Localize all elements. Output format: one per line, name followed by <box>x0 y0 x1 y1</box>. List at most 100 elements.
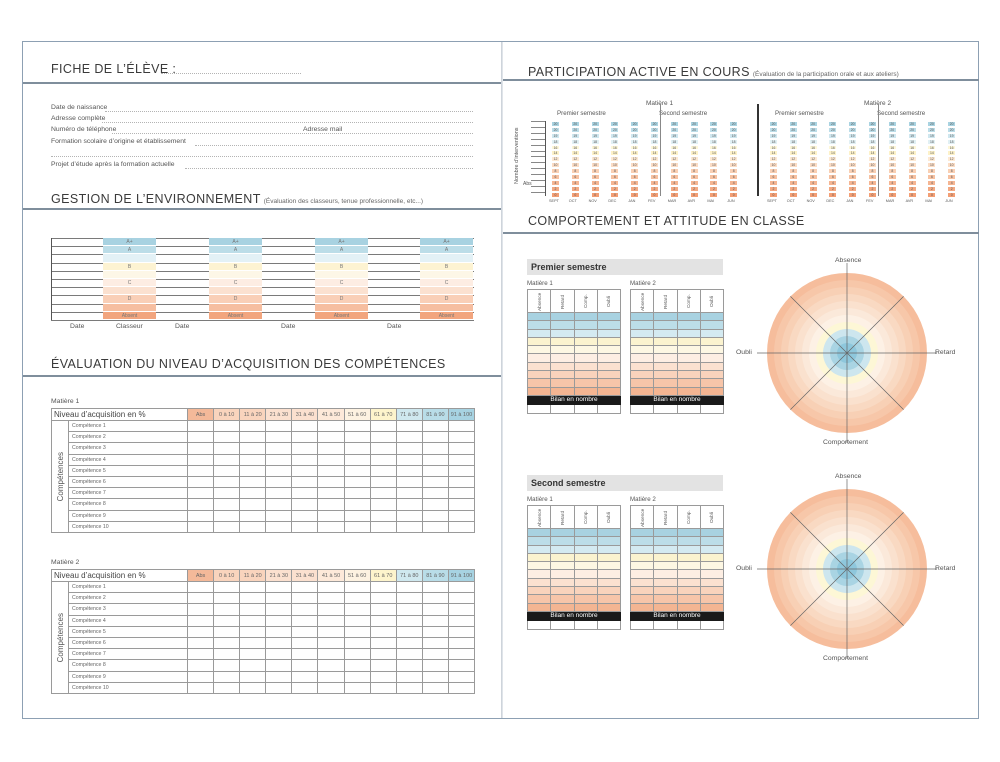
behaviour-cell[interactable] <box>699 361 725 372</box>
bilan-value-cell[interactable] <box>676 619 701 630</box>
behaviour-cell[interactable] <box>526 594 552 604</box>
behaviour-cell[interactable] <box>676 353 701 363</box>
competence-score-cell[interactable] <box>213 442 241 455</box>
competence-score-cell[interactable] <box>421 464 449 477</box>
behaviour-cell[interactable] <box>596 320 622 330</box>
behaviour-cell[interactable] <box>550 328 575 338</box>
competence-score-cell[interactable] <box>421 509 449 522</box>
competence-score-cell[interactable] <box>421 498 449 511</box>
competence-score-cell[interactable] <box>447 442 476 455</box>
behaviour-cell[interactable] <box>629 370 655 380</box>
competence-score-cell[interactable] <box>239 592 267 605</box>
competence-score-cell[interactable] <box>187 659 215 672</box>
competence-score-cell[interactable] <box>187 670 215 683</box>
competence-score-cell[interactable] <box>187 475 215 489</box>
competence-score-cell[interactable] <box>343 487 371 500</box>
participation-month-column[interactable]: 20 20 19 18 16 14 12 10 8 6 4 2 0 <box>551 121 560 198</box>
behaviour-cell[interactable] <box>596 552 622 563</box>
competence-score-cell[interactable] <box>239 431 267 444</box>
competence-score-cell[interactable] <box>187 614 215 627</box>
competence-score-cell[interactable] <box>239 520 267 533</box>
competence-score-cell[interactable] <box>265 509 293 522</box>
behaviour-cell[interactable] <box>573 527 598 538</box>
competence-score-cell[interactable] <box>369 487 397 500</box>
competence-score-cell[interactable] <box>239 670 267 683</box>
competence-score-cell[interactable] <box>395 681 423 694</box>
competence-score-cell[interactable] <box>291 475 319 489</box>
behaviour-cell[interactable] <box>550 336 575 347</box>
behaviour-cell[interactable] <box>629 336 655 347</box>
behaviour-cell[interactable] <box>699 552 725 563</box>
participation-month-column[interactable]: 20 20 19 18 16 14 12 10 8 6 4 2 0 <box>610 121 620 198</box>
competence-score-cell[interactable] <box>239 659 267 672</box>
behaviour-cell[interactable] <box>699 594 725 604</box>
competence-score-cell[interactable] <box>291 592 319 605</box>
competence-score-cell[interactable] <box>239 603 267 616</box>
behaviour-cell[interactable] <box>596 386 622 396</box>
behaviour-cell[interactable] <box>573 353 598 363</box>
behaviour-cell[interactable] <box>676 336 701 347</box>
behaviour-cell[interactable] <box>699 536 725 546</box>
competence-score-cell[interactable] <box>343 670 371 683</box>
behaviour-cell[interactable] <box>653 602 678 612</box>
competence-score-cell[interactable] <box>369 509 397 522</box>
behaviour-cell[interactable] <box>526 536 552 546</box>
behaviour-cell[interactable] <box>526 386 552 396</box>
competence-score-cell[interactable] <box>369 419 397 433</box>
student-field-line[interactable] <box>195 145 473 146</box>
competence-score-cell[interactable] <box>265 464 293 477</box>
competence-score-cell[interactable] <box>291 681 319 694</box>
competence-score-cell[interactable] <box>213 659 241 672</box>
competence-score-cell[interactable] <box>447 453 476 466</box>
competence-score-cell[interactable] <box>395 509 423 522</box>
competence-score-cell[interactable] <box>213 603 241 616</box>
behaviour-cell[interactable] <box>550 353 575 363</box>
competence-score-cell[interactable] <box>421 487 449 500</box>
competence-score-cell[interactable] <box>213 487 241 500</box>
bilan-value-cell[interactable] <box>526 619 552 630</box>
competence-score-cell[interactable] <box>187 636 215 650</box>
competence-score-cell[interactable] <box>369 603 397 616</box>
behaviour-cell[interactable] <box>653 586 678 596</box>
competence-score-cell[interactable] <box>291 670 319 683</box>
competence-score-cell[interactable] <box>187 520 215 533</box>
competence-score-cell[interactable] <box>421 636 449 650</box>
behaviour-cell[interactable] <box>676 594 701 604</box>
competence-score-cell[interactable] <box>343 520 371 533</box>
competence-score-cell[interactable] <box>265 681 293 694</box>
behaviour-cell[interactable] <box>699 328 725 338</box>
competence-score-cell[interactable] <box>395 498 423 511</box>
behaviour-cell[interactable] <box>699 544 725 554</box>
behaviour-cell[interactable] <box>629 386 655 396</box>
competence-score-cell[interactable] <box>239 442 267 455</box>
competence-score-cell[interactable] <box>343 475 371 489</box>
competence-score-cell[interactable] <box>343 442 371 455</box>
behaviour-cell[interactable] <box>653 378 678 388</box>
competence-score-cell[interactable] <box>317 614 345 627</box>
competence-score-cell[interactable] <box>317 681 345 694</box>
bilan-value-cell[interactable] <box>573 403 598 414</box>
competence-score-cell[interactable] <box>369 520 397 533</box>
competence-score-cell[interactable] <box>447 580 476 594</box>
competence-score-cell[interactable] <box>369 681 397 694</box>
behaviour-cell[interactable] <box>676 569 701 579</box>
competence-score-cell[interactable] <box>239 636 267 650</box>
behaviour-cell[interactable] <box>596 328 622 338</box>
behaviour-cell[interactable] <box>550 594 575 604</box>
behaviour-cell[interactable] <box>550 586 575 596</box>
competence-score-cell[interactable] <box>343 464 371 477</box>
behaviour-cell[interactable] <box>653 328 678 338</box>
behaviour-cell[interactable] <box>573 370 598 380</box>
behaviour-cell[interactable] <box>629 569 655 579</box>
competence-score-cell[interactable] <box>265 580 293 594</box>
competence-score-cell[interactable] <box>291 659 319 672</box>
behaviour-cell[interactable] <box>699 602 725 612</box>
competence-score-cell[interactable] <box>447 648 476 661</box>
bilan-value-cell[interactable] <box>526 403 552 414</box>
competence-score-cell[interactable] <box>395 614 423 627</box>
competence-score-cell[interactable] <box>187 648 215 661</box>
behaviour-cell[interactable] <box>676 378 701 388</box>
participation-month-column[interactable]: 20 20 19 18 16 14 12 10 8 6 4 2 0 <box>947 121 957 198</box>
behaviour-cell[interactable] <box>596 544 622 554</box>
behaviour-cell[interactable] <box>653 311 678 322</box>
